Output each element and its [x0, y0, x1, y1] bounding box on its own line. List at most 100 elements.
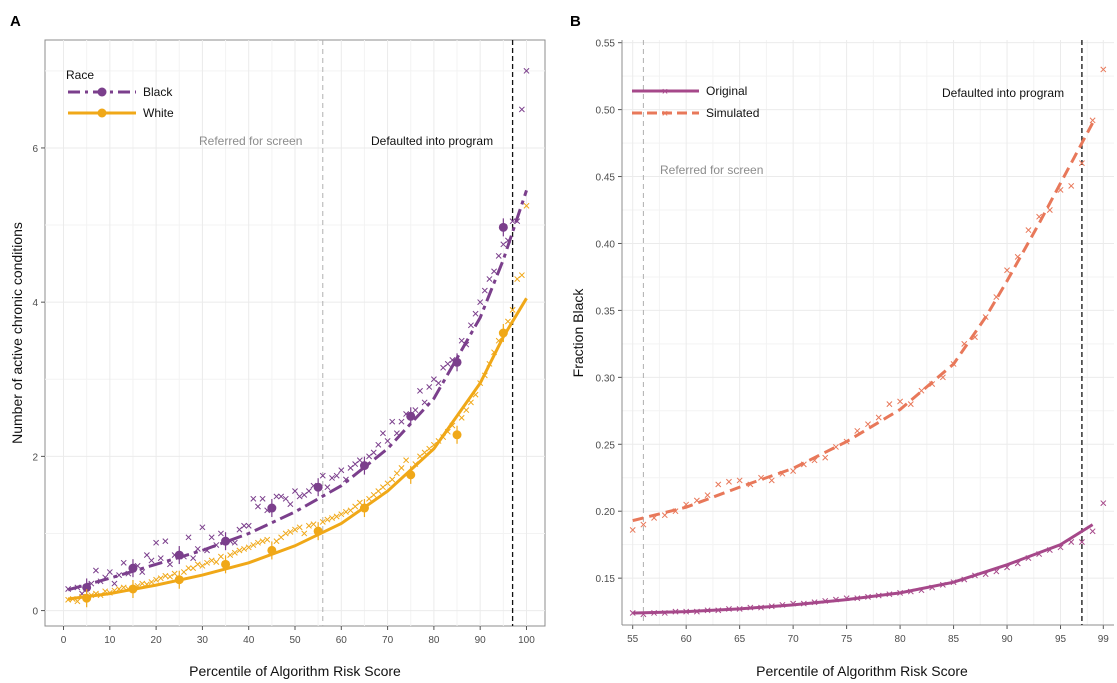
panel-a-white-point-stroke [393, 470, 400, 477]
panel-a-white-point [370, 491, 377, 498]
panel-b-ticks: 55 60 65 70 75 80 85 90 95 99 0.15 0.20 0.25 0.30 0.35… [596, 39, 1114, 645]
panel-b-original-point [1089, 528, 1096, 535]
panel-a-black-point-stroke [440, 364, 447, 371]
panel-b-simulated-point-stroke [854, 427, 861, 434]
panel-a-black-point [259, 495, 266, 502]
panel-a-white-point [324, 516, 331, 523]
panel-a-black-point [194, 545, 201, 552]
panel-b-simulated-point-stroke [865, 421, 871, 428]
panel-a-black-point [472, 310, 479, 317]
legend-simulated-marker: × [662, 108, 668, 120]
panel-a-y-tick-label: 2 [32, 452, 38, 463]
panel-a-white-point-stroke [153, 576, 160, 583]
panel-b-simulated-point [1004, 267, 1010, 274]
panel-a-white-point [523, 202, 530, 209]
panel-a-black-mean-marker [267, 503, 277, 513]
panel-a-black-fit-line [67, 189, 528, 592]
panel-a-white-point-stroke [370, 491, 377, 498]
panel-a-black-point [190, 555, 197, 562]
panel-a-black-point [523, 67, 530, 74]
panel-a-white-point [199, 562, 206, 569]
panel-a-white-point [310, 521, 317, 528]
panel-a-black-point [162, 538, 169, 545]
panel-b-simulated-point [1100, 66, 1107, 73]
panel-b-x-tick-label: 80 [895, 634, 907, 645]
panel-a-black-point [375, 441, 382, 448]
panel-b-x-tick-label: 99 [1098, 634, 1110, 645]
panel-a-black-point [509, 218, 516, 225]
panel-a-x-axis-title: Percentile of Algorithm Risk Score [189, 663, 401, 679]
panel-a-white-point-stroke [217, 553, 224, 560]
panel-a-white-point-stroke [389, 476, 396, 483]
panel-a-threshold-lines [322, 40, 514, 626]
panel-a-letter: A [10, 13, 21, 30]
panel-a-black-point [157, 555, 164, 562]
panel-a-black-point [255, 503, 261, 510]
panel-a-legend-title: Race [66, 68, 94, 82]
panel-a-white-point [287, 528, 294, 535]
panel-a-white-point-stroke [463, 407, 470, 414]
panel-a-black-mean-marker [498, 222, 508, 232]
panel-a-white-point-stroke [185, 565, 192, 572]
panel-a-white-point-stroke [342, 508, 349, 515]
panel-a-black-point [347, 464, 354, 471]
panel-b-simulated-point [629, 527, 636, 533]
panel-a-white-point-stroke [495, 337, 502, 344]
panel-b: B 55 60 65 70 75 80 85 90 95 99 0.15 0.20 0.25 0.30 0.… [570, 13, 1114, 679]
panel-a-x-tick-label: 30 [197, 635, 209, 646]
panel-a-black-point [412, 407, 419, 414]
panel-b-simulated-point-stroke [1057, 186, 1064, 193]
panel-a-white-point [384, 480, 391, 487]
panel-a-legend: Race Black White [66, 68, 174, 120]
panel-a-black-point [467, 322, 474, 329]
panel-a-black-point [236, 526, 243, 533]
panel-a-white-point [213, 559, 220, 565]
panel-b-simulated-point-stroke [1046, 207, 1053, 213]
panel-a-black-point-stroke [120, 559, 127, 566]
panel-a-black-point [421, 399, 428, 406]
panel-b-simulated-point [1078, 160, 1085, 167]
panel-b-y-tick-label: 0.30 [596, 373, 616, 384]
panel-a-white-point-stroke [139, 580, 146, 587]
panel-a-white-point-stroke [421, 449, 428, 456]
panel-b-original-point-stroke [629, 609, 636, 616]
panel-a-white-point [204, 559, 210, 566]
panel-a-white-point-stroke [324, 516, 331, 523]
panel-a-white-point [356, 499, 363, 506]
panel-a-white-point-stroke [296, 524, 303, 531]
panel-a-black-point-stroke [426, 384, 433, 390]
panel-a-black-point [333, 472, 340, 479]
panel-a-white-mean-marker [452, 430, 462, 440]
panel-a-x-tick-label: 100 [518, 635, 535, 646]
panel-b-fit-lines [632, 122, 1094, 615]
panel-a-black-mean-marker [313, 482, 323, 492]
panel-b-original-point-stroke [1089, 528, 1096, 535]
panel-a-black-point [167, 561, 173, 568]
panel-a-white-point [305, 522, 312, 529]
panel-a-black-point [324, 484, 331, 491]
panel-a-black-point [319, 472, 326, 479]
panel-a-black-point-stroke [486, 276, 493, 282]
panel-a-white-point [505, 318, 511, 325]
panel-a-white-point-stroke [227, 552, 234, 559]
panel-b-simulated-point-stroke [758, 474, 764, 481]
panel-a-black-point [481, 287, 488, 294]
panel-a-white-point [342, 508, 349, 515]
panel-a-black-point-stroke [495, 252, 502, 259]
panel-a-black-point [370, 449, 377, 456]
panel-a-white-point-stroke [259, 538, 266, 545]
panel-a-black-point-stroke [324, 484, 331, 491]
panel-b-simulated-point-stroke [790, 468, 797, 475]
panel-a-white-point [264, 536, 271, 543]
panel-a-black-point-stroke [366, 453, 373, 460]
panel-a-white-mean-marker [406, 470, 416, 480]
panel-a-white-point-stroke [148, 579, 155, 586]
panel-a-white-point-stroke [245, 544, 252, 551]
panel-a-defaulted-label: Defaulted into program [371, 134, 493, 148]
panel-a-black-point [106, 569, 113, 575]
panel-b-simulated-point-stroke [1014, 253, 1021, 260]
panel-b-y-tick-label: 0.55 [596, 39, 616, 50]
panel-a-white-point-stroke [319, 518, 326, 525]
panel-a-black-point-stroke [523, 67, 530, 74]
panel-a-black-mean-marker [128, 563, 138, 573]
